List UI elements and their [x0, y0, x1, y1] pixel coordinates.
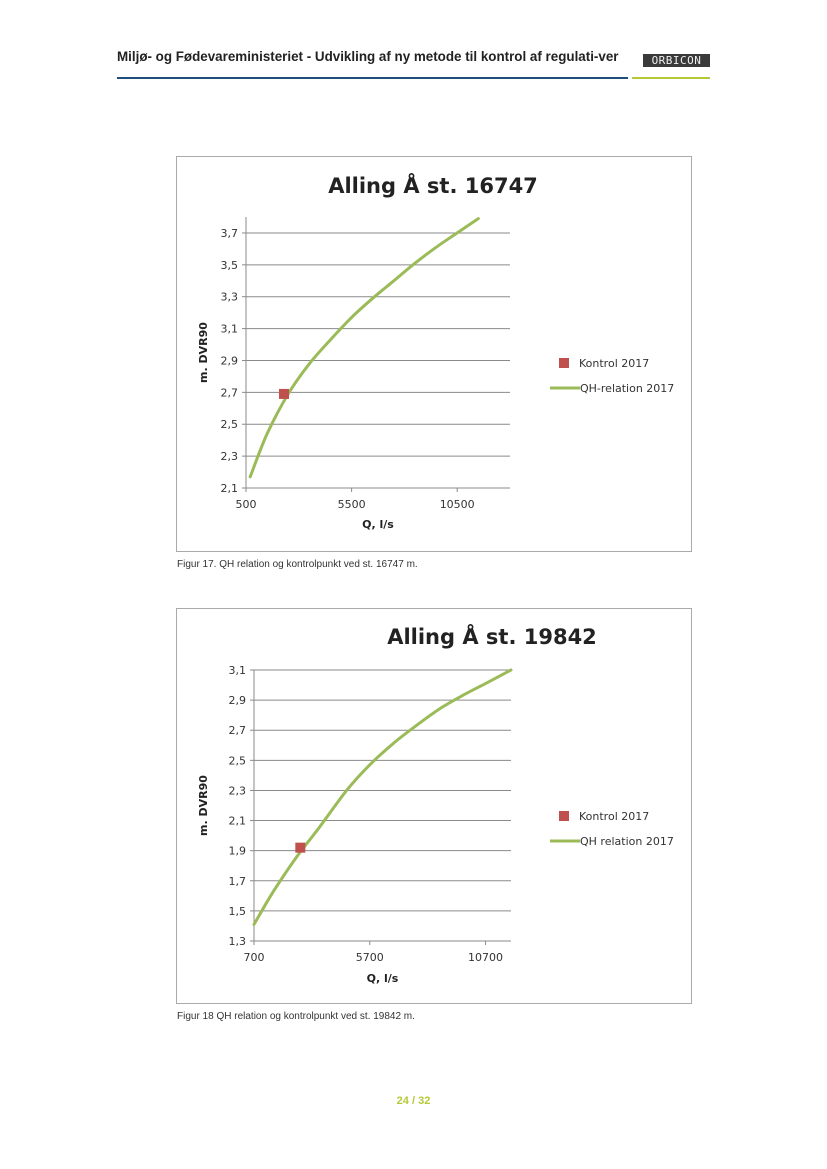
- chart-figure-18: Alling Å st. 19842 1,3 1,5 1,7 1,9 2,1 2,3 2,5 2…: [176, 608, 692, 1004]
- chart-1-point-kontrol: [295, 842, 306, 853]
- chart-0-ytick-label: 2,5: [221, 418, 239, 431]
- figure-caption-18: Figur 18 QH relation og kontrolpunkt ved…: [177, 1011, 415, 1022]
- chart-svg-figure-17: Alling Å st. 16747 2,1 2,3 2,5 2,7 2,9 3,1 3,3 3…: [197, 173, 674, 531]
- chart-0-ytick-label: 3,3: [221, 291, 239, 304]
- chart-1-ytick-label: 3,1: [229, 664, 247, 677]
- figure-caption-17: Figur 17. QH relation og kontrolpunkt ve…: [177, 559, 418, 570]
- chart-1-ytick-label: 2,9: [229, 694, 247, 707]
- chart-svg-figure-18: Alling Å st. 19842 1,3 1,5 1,7 1,9 2,1 2,3 2,5 2…: [197, 624, 674, 985]
- chart-0-ytick-label: 3,1: [221, 323, 239, 336]
- chart-0-xtick-label: 5500: [338, 498, 366, 511]
- chart-figure-17: Alling Å st. 16747 2,1 2,3 2,5 2,7 2,9 3,1 3,3 3…: [176, 156, 692, 552]
- chart-0-legend-label-qh: QH-relation 2017: [580, 382, 674, 395]
- chart-0-ytick-label: 2,3: [221, 450, 239, 463]
- chart-0-ytick-label: 3,7: [221, 227, 239, 240]
- chart-1-legend-label-qh: QH relation 2017: [580, 835, 674, 848]
- chart-1-series-line-qh-relation: [252, 668, 513, 926]
- chart-1-xtick-label: 700: [244, 951, 265, 964]
- document-header-title: Miljø- og Fødevareministeriet - Udviklin…: [117, 49, 619, 64]
- header-rule-blue: [117, 77, 628, 79]
- chart-0-legend-marker-kontrol: [559, 358, 569, 368]
- page-number: 24 / 32: [396, 1095, 431, 1107]
- orbicon-logo: ORBICON: [643, 54, 710, 67]
- chart-1-ylabel: m. DVR90: [197, 775, 210, 836]
- chart-1-ytick-label: 2,7: [229, 724, 247, 737]
- chart-0-title: Alling Å st. 16747: [328, 173, 538, 198]
- chart-1-ytick-label: 1,3: [229, 935, 247, 948]
- chart-0-ytick-label: 3,5: [221, 259, 239, 272]
- chart-0-xlabel: Q, l/s: [362, 518, 394, 531]
- chart-1-title: Alling Å st. 19842: [387, 624, 597, 649]
- chart-0-point-kontrol: [279, 388, 290, 399]
- chart-1-ytick-label: 2,1: [229, 815, 247, 828]
- chart-1-legend-label-kontrol: Kontrol 2017: [579, 810, 649, 823]
- chart-1-ytick-label: 1,9: [229, 845, 247, 858]
- chart-1-xtick-label: 10700: [468, 951, 503, 964]
- chart-0-series-line-qh-relation: [248, 217, 480, 479]
- chart-1-xlabel: Q, l/s: [367, 972, 399, 985]
- chart-1-ytick-label: 2,3: [229, 784, 247, 797]
- chart-0-legend-label-kontrol: Kontrol 2017: [579, 357, 649, 370]
- chart-1-ytick-label: 1,5: [229, 905, 247, 918]
- chart-0-ytick-label: 2,9: [221, 354, 239, 367]
- chart-1-xtick-label: 5700: [356, 951, 384, 964]
- chart-1-ytick-label: 1,7: [229, 875, 247, 888]
- chart-0-xtick-label: 10500: [440, 498, 475, 511]
- chart-1-legend-marker-kontrol: [559, 811, 569, 821]
- chart-0-ytick-label: 2,1: [221, 482, 239, 495]
- chart-0-xtick-label: 500: [236, 498, 257, 511]
- header-rule-green: [632, 77, 710, 79]
- chart-1-ytick-label: 2,5: [229, 754, 247, 767]
- chart-0-ytick-label: 2,7: [221, 386, 239, 399]
- chart-0-ylabel: m. DVR90: [197, 322, 210, 383]
